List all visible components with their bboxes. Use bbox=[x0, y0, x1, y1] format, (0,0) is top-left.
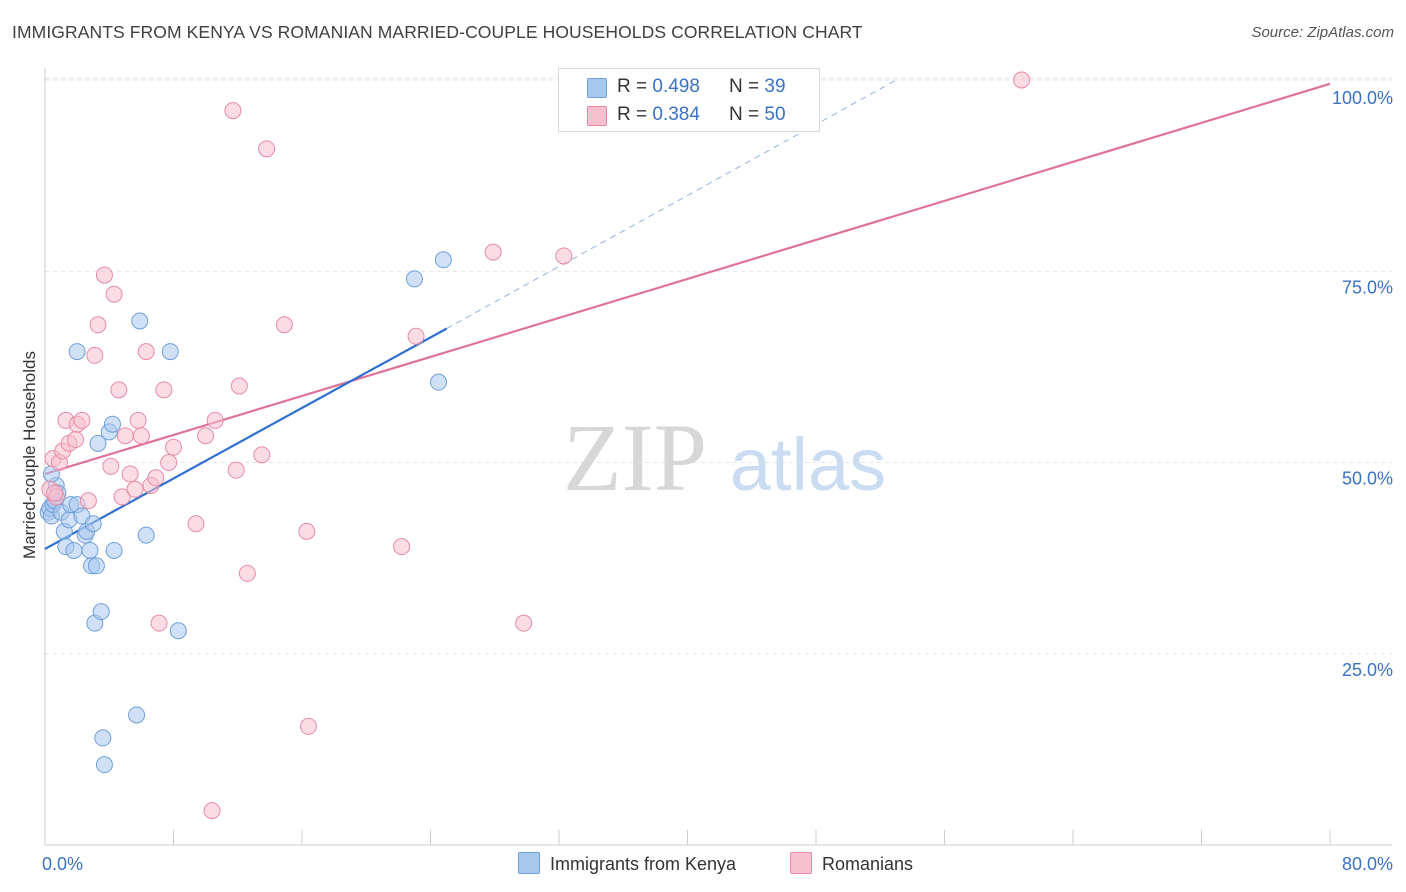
legend-n-kenya: N = 39 bbox=[729, 76, 786, 97]
data-point-romanians bbox=[484, 243, 502, 261]
data-point-romanians bbox=[132, 427, 150, 445]
watermark-zip: ZIP bbox=[563, 404, 707, 511]
data-point-kenya bbox=[169, 622, 187, 640]
watermark-atlas: atlas bbox=[730, 423, 886, 506]
data-point-romanians bbox=[224, 102, 242, 120]
legend-row-kenya: R = 0.498 N = 39 bbox=[559, 73, 819, 101]
data-point-romanians bbox=[253, 446, 271, 464]
labels-layer: 25.0% 50.0% 75.0% 100.0% 0.0% 80.0% bbox=[42, 88, 1393, 874]
data-point-kenya bbox=[92, 603, 110, 621]
data-point-romanians bbox=[515, 614, 533, 632]
correlation-legend: R = 0.498 N = 39 R = 0.384 N = 50 bbox=[558, 68, 820, 132]
bottom-legend-swatch-kenya bbox=[518, 852, 540, 874]
data-point-romanians bbox=[230, 377, 248, 395]
y-tick-label: 75.0% bbox=[1342, 277, 1393, 297]
data-point-romanians bbox=[150, 614, 168, 632]
data-point-romanians bbox=[73, 411, 91, 429]
data-point-romanians bbox=[298, 522, 316, 540]
data-point-romanians bbox=[67, 431, 85, 449]
data-point-romanians bbox=[1013, 71, 1031, 89]
data-point-romanians bbox=[129, 411, 147, 429]
data-point-romanians bbox=[95, 266, 113, 284]
data-point-kenya bbox=[65, 541, 83, 559]
points-layer bbox=[39, 71, 1031, 820]
trend-layer bbox=[44, 79, 1331, 550]
trend-line-kenya-extension bbox=[446, 79, 897, 330]
data-point-romanians bbox=[155, 381, 173, 399]
data-point-romanians bbox=[121, 465, 139, 483]
y-tick-label: 50.0% bbox=[1342, 469, 1393, 489]
data-point-romanians bbox=[110, 381, 128, 399]
legend-swatch-romanians bbox=[587, 106, 607, 126]
data-point-kenya bbox=[84, 515, 102, 533]
data-point-romanians bbox=[160, 454, 178, 471]
data-point-romanians bbox=[113, 488, 131, 506]
data-point-romanians bbox=[105, 285, 123, 303]
y-tick-label: 100.0% bbox=[1332, 88, 1393, 108]
data-point-romanians bbox=[407, 327, 425, 345]
data-point-kenya bbox=[87, 557, 105, 575]
data-point-kenya bbox=[430, 373, 448, 391]
data-point-kenya bbox=[81, 541, 99, 559]
chart-title: IMMIGRANTS FROM KENYA VS ROMANIAN MARRIE… bbox=[12, 22, 863, 42]
bottom-legend-label-kenya: Immigrants from Kenya bbox=[550, 854, 737, 874]
bottom-legend-kenya: Immigrants from Kenya bbox=[518, 852, 736, 876]
data-point-kenya bbox=[128, 706, 146, 724]
data-point-romanians bbox=[299, 717, 317, 735]
data-point-romanians bbox=[258, 140, 276, 158]
legend-n-romanians: N = 50 bbox=[729, 104, 786, 125]
data-point-romanians bbox=[275, 316, 293, 334]
legend-r-kenya: R = 0.498 bbox=[617, 76, 700, 97]
data-point-romanians bbox=[89, 316, 107, 334]
data-point-romanians bbox=[147, 469, 165, 487]
y-tick-label: 25.0% bbox=[1342, 660, 1393, 680]
legend-row-romanians: R = 0.384 N = 50 bbox=[559, 101, 819, 129]
data-point-romanians bbox=[393, 538, 411, 556]
data-point-romanians bbox=[165, 438, 182, 456]
data-point-romanians bbox=[206, 411, 224, 429]
legend-swatch-kenya bbox=[587, 78, 607, 98]
data-point-kenya bbox=[405, 270, 423, 288]
data-point-kenya bbox=[89, 434, 107, 452]
x-tick-label: 80.0% bbox=[1342, 854, 1393, 874]
trend-line-kenya bbox=[44, 327, 448, 550]
axes-layer bbox=[44, 68, 1392, 846]
data-point-romanians bbox=[102, 457, 120, 475]
data-point-kenya bbox=[434, 251, 452, 269]
data-point-romanians bbox=[137, 343, 155, 361]
data-point-kenya bbox=[68, 343, 86, 361]
x-tick-label: 0.0% bbox=[42, 854, 83, 874]
bottom-legend-swatch-romanians bbox=[790, 852, 812, 874]
data-point-romanians bbox=[197, 427, 215, 445]
data-point-kenya bbox=[131, 312, 149, 330]
data-point-kenya bbox=[103, 415, 121, 433]
data-point-romanians bbox=[187, 515, 205, 533]
y-axis-label: Married-couple Households bbox=[20, 351, 39, 559]
data-point-kenya bbox=[161, 343, 179, 361]
data-point-romanians bbox=[203, 802, 221, 820]
source-credit: Source: ZipAtlas.com bbox=[1251, 24, 1394, 41]
data-point-romanians bbox=[126, 480, 144, 498]
data-point-romanians bbox=[238, 564, 256, 582]
data-point-romanians bbox=[116, 427, 134, 445]
data-point-romanians bbox=[227, 461, 245, 479]
bottom-legend-romanians: Romanians bbox=[790, 852, 913, 876]
legend-r-romanians: R = 0.384 bbox=[617, 104, 700, 125]
data-point-romanians bbox=[555, 247, 573, 265]
data-point-kenya bbox=[105, 541, 123, 559]
data-point-romanians bbox=[86, 346, 104, 364]
data-point-romanians bbox=[79, 492, 97, 510]
data-point-kenya bbox=[95, 756, 113, 774]
data-point-romanians bbox=[46, 484, 64, 502]
data-point-kenya bbox=[137, 526, 155, 544]
data-point-kenya bbox=[94, 729, 112, 747]
bottom-legend-label-romanians: Romanians bbox=[822, 854, 914, 874]
trend-line-romanians bbox=[44, 82, 1331, 476]
